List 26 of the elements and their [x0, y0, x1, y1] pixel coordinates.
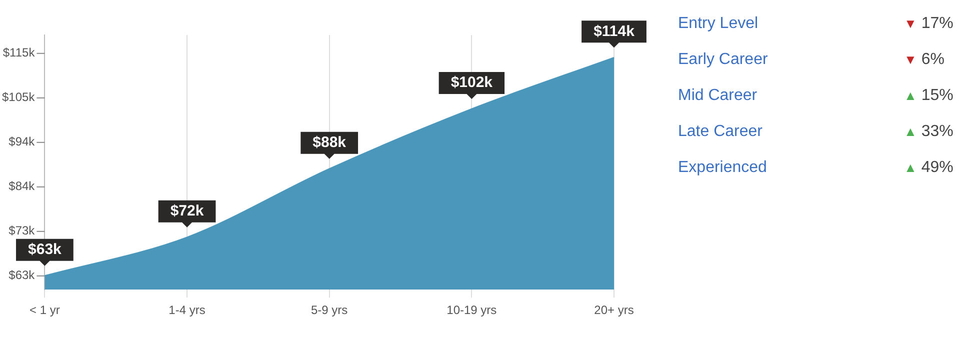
x-tick-label: 10-19 yrs [446, 303, 497, 318]
y-tick-label: $73k [8, 224, 36, 238]
data-label: $114k [594, 22, 636, 40]
text: ▼ 6% [904, 51, 944, 68]
y-tick-label: $84k [8, 179, 36, 194]
y-tick-label: $94k [8, 134, 36, 149]
text: ▼ 17% [904, 15, 954, 32]
y-tick-label: $105k [2, 90, 36, 104]
data-label: $72k [170, 202, 204, 220]
category-label: Mid Career [678, 86, 758, 106]
data-label: $63k [28, 241, 62, 258]
category-label: Experienced [678, 158, 767, 178]
x-tick-label: 5-9 yrs [311, 303, 348, 318]
data-label: $102k [450, 74, 494, 92]
x-tick-label: 20+ yrs [594, 303, 634, 318]
y-tick-label: $63k [8, 268, 36, 282]
x-tick-label: < 1 yr [30, 303, 60, 318]
text: ▲ 15% [904, 87, 954, 104]
data-label: $88k [312, 134, 347, 152]
x-tick-label: 1-4 yrs [168, 303, 206, 318]
text: ▲ 33% [904, 123, 954, 140]
category-label: Late Career [678, 122, 762, 142]
category-label: Early Career [678, 50, 768, 70]
category-label: Entry Level [678, 14, 758, 34]
y-tick-label: $115k [2, 46, 36, 60]
text: ▲ 49% [904, 159, 954, 176]
